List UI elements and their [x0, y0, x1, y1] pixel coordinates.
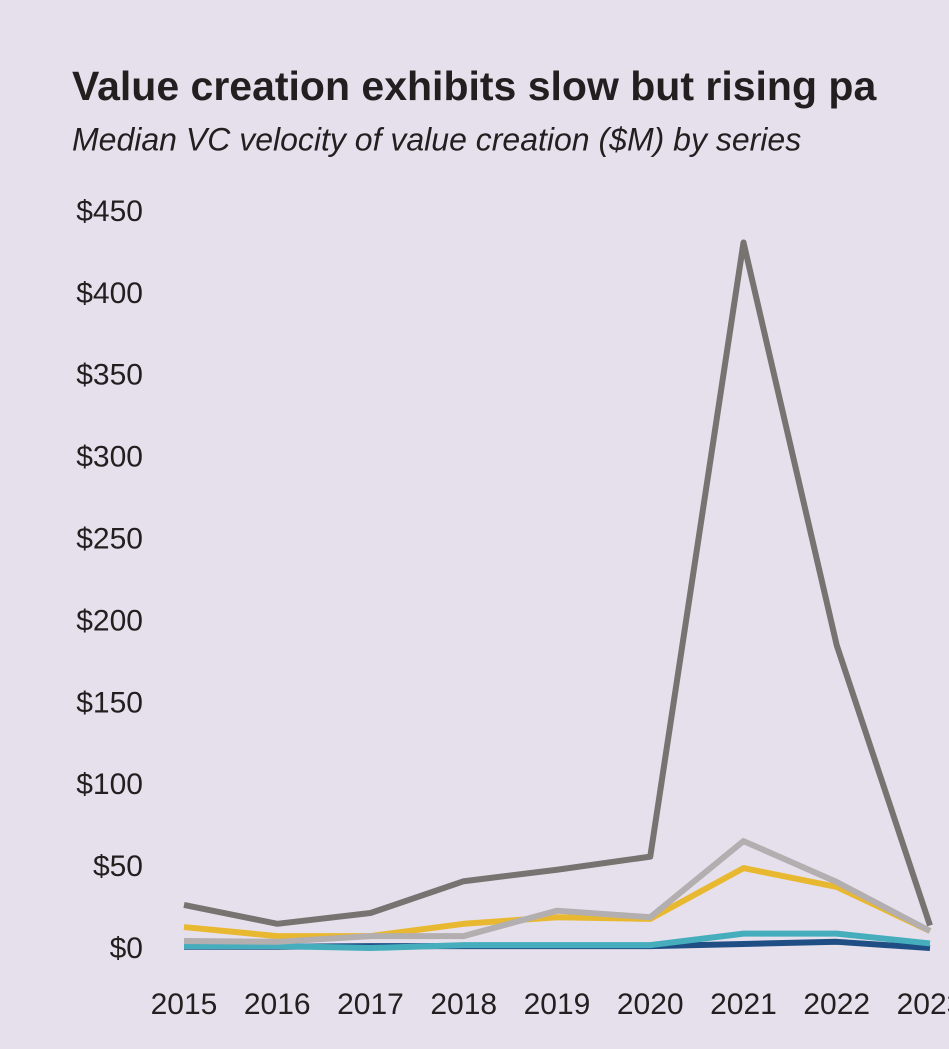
x-tick-label: 2015	[151, 988, 218, 1021]
y-tick-label: $350	[76, 359, 143, 392]
x-tick-label: 2018	[430, 988, 497, 1021]
x-tick-label: 2020	[617, 988, 684, 1021]
series-line	[183, 838, 932, 945]
series-line	[183, 239, 933, 927]
series-line	[184, 930, 931, 952]
x-tick-label: 2017	[337, 988, 404, 1021]
y-tick-label: $100	[76, 768, 143, 801]
x-tick-label: 2016	[244, 988, 311, 1021]
x-tick-label: 2019	[524, 988, 591, 1021]
y-tick-label: $50	[93, 850, 143, 883]
y-tick-label: $250	[76, 522, 143, 555]
chart-subtitle: Median VC velocity of value creation ($M…	[72, 121, 801, 157]
y-tick-label: $400	[76, 277, 143, 310]
y-tick-label: $150	[76, 686, 143, 719]
series-line	[183, 865, 932, 940]
x-tick-label: 2021	[710, 988, 777, 1021]
x-tick-label: 2022	[803, 988, 870, 1021]
y-tick-label: $200	[76, 604, 143, 637]
y-tick-label: $450	[76, 195, 143, 228]
x-tick-label: 2023	[897, 988, 949, 1021]
y-tick-label: $0	[110, 932, 143, 965]
y-tick-label: $300	[76, 441, 143, 474]
chart-title: Value creation exhibits slow but rising …	[72, 63, 877, 109]
